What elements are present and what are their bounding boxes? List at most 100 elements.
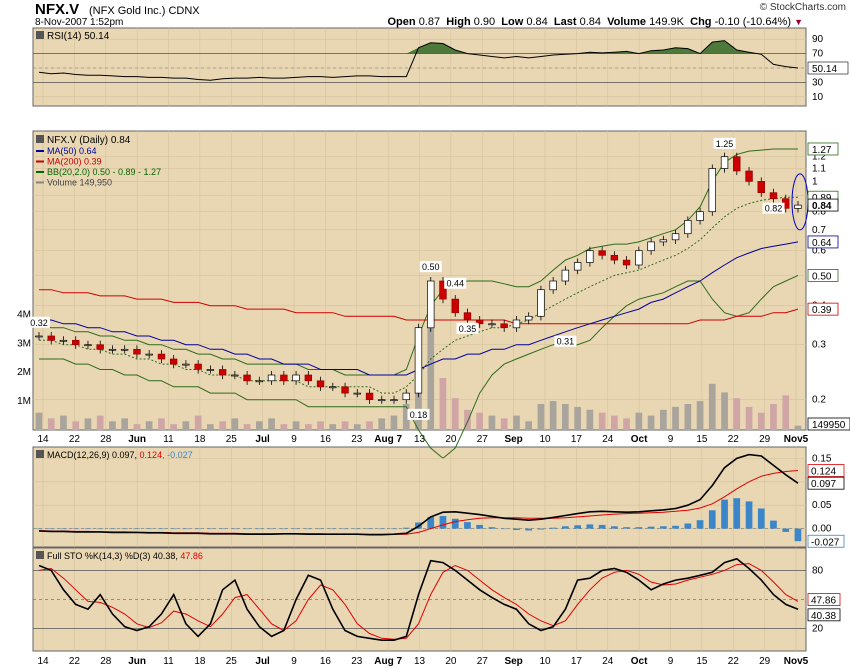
candle [329,386,337,389]
x-label: Aug 7 [374,434,402,445]
x-label: 27 [477,656,489,667]
volume-bar [402,404,410,430]
candle [757,181,765,194]
sto-swatch-icon [36,551,44,559]
macd-hist-bar [329,528,337,530]
ma200-line [39,289,799,325]
volume-bar [366,421,373,430]
volume-bar [757,412,765,430]
price-right-label: 0.64 [812,238,832,249]
volume-bar [109,421,116,430]
x-label: 13 [414,656,426,667]
volume-bar [586,409,594,430]
macd-hist-bar [611,526,618,529]
volume-bar [305,424,312,430]
volume-value: 149.9K [649,16,684,28]
candle [120,348,129,351]
macd-hist-bar [513,528,520,530]
annotation-box [554,335,577,347]
macd-hist-bar [549,527,557,529]
x-label: 10 [539,656,551,667]
price-tick: 0.8 [812,207,826,218]
macd-hist-bar [390,528,398,530]
price-tick: 1.2 [812,152,826,163]
volume-bar [476,412,483,430]
price-annotation: 0.31 [557,337,575,347]
candle [537,289,545,317]
x-label: Oct [631,434,648,445]
candle [157,353,166,360]
x-label: 18 [194,434,206,445]
candle [231,374,239,377]
macd-hist-bar [158,528,165,530]
chg-value: -0.10 (-10.64%) [714,16,792,28]
volume-bar [353,424,361,430]
volume-tick: 2M [17,367,31,378]
volume-bar [243,424,251,430]
volume-bar [696,401,704,430]
x-label: 18 [194,656,206,667]
x-label: Nov5 [784,434,809,445]
macd-hist-bar [84,528,92,530]
volume-bar [35,412,43,430]
macd-hist-bar [574,525,581,529]
annotation-box [713,137,736,149]
volume-bar [256,421,263,430]
candle [35,335,43,338]
price-right-label: 0.84 [812,201,832,212]
x-label: Sep [504,434,522,445]
exchange: CDNX [168,5,200,17]
candle [72,339,80,346]
macd-hist-bar [366,528,373,530]
price-tick: 1.1 [812,163,826,174]
price-tick: 0.6 [812,246,826,257]
volume-bar [660,409,667,430]
macd-tick: 0.15 [812,453,832,464]
candle [573,262,582,271]
volume-bar [500,418,508,430]
quote-bar: Open 0.87 High 0.90 Low 0.84 Last 0.84 V… [388,16,804,28]
macd-hist-bar [623,527,630,529]
price-annotation: 0.44 [446,279,464,289]
macd-hist-bar [721,499,728,529]
candle [512,319,521,329]
right-label-box [807,417,850,431]
candle [463,312,472,321]
rsi-title: RSI(14) 50.14 [47,31,110,42]
candle [671,233,680,241]
open-label: Open [387,16,416,28]
macd-right-box [807,464,845,477]
candle [451,298,459,314]
volume-bar [170,424,177,430]
macd-hist-bar [353,528,361,530]
volume-bar [219,421,226,430]
macd-hist-bar [219,528,226,530]
macd-hist-bar [635,527,643,529]
sto-right-box [807,608,841,622]
annotation-box [762,202,785,214]
candle [414,327,423,394]
x-label: Sep [504,656,522,667]
macd-hist-bar [562,526,569,529]
candle [108,348,117,351]
volume-bar [427,317,435,430]
macd-hist-bar [145,528,153,530]
candle [720,156,729,169]
x-label: 9 [668,656,674,667]
macd-swatch-icon [36,450,44,458]
company-name: (NFX Gold Inc.) CDNX [89,5,200,17]
volume-bar [451,398,459,430]
legend-entry: MA(200) 0.39 [47,157,102,167]
macd-hist-bar [770,520,777,529]
right-label-box [807,142,839,156]
candle [500,323,508,329]
volume-bar [770,404,777,430]
candle [292,374,300,382]
candle [488,323,496,326]
macd-hist-bar [121,528,128,530]
stockcharts-logo[interactable]: © StockCharts.com [759,2,846,13]
candle [745,170,753,182]
x-label: 11 [163,656,174,667]
volume-bar [598,412,606,430]
x-label: 10 [539,434,551,445]
